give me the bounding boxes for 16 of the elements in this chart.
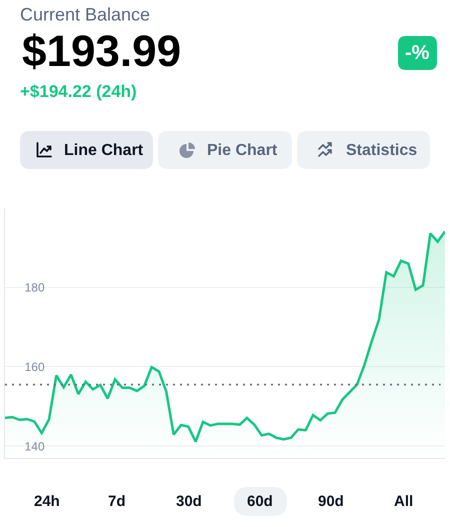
y-tick-label: 140 [24, 439, 45, 454]
text: Pie Chart [207, 142, 278, 159]
text: 24h [34, 493, 60, 510]
y-tick-label: 160 [24, 360, 45, 374]
text: 30d [176, 493, 202, 510]
text: All [394, 493, 414, 510]
text: +$194.22 (24h) [20, 82, 137, 101]
text: -% [405, 42, 430, 64]
text: 7d [108, 493, 126, 510]
y-tick-label: 180 [24, 280, 45, 295]
text: Line Chart [64, 142, 144, 159]
text: 60d [247, 493, 273, 510]
text: 90d [318, 493, 344, 510]
chart-title: Current Balance [20, 4, 150, 24]
text: Statistics [346, 142, 418, 159]
chart-subtitle: $193.99 [22, 27, 182, 76]
